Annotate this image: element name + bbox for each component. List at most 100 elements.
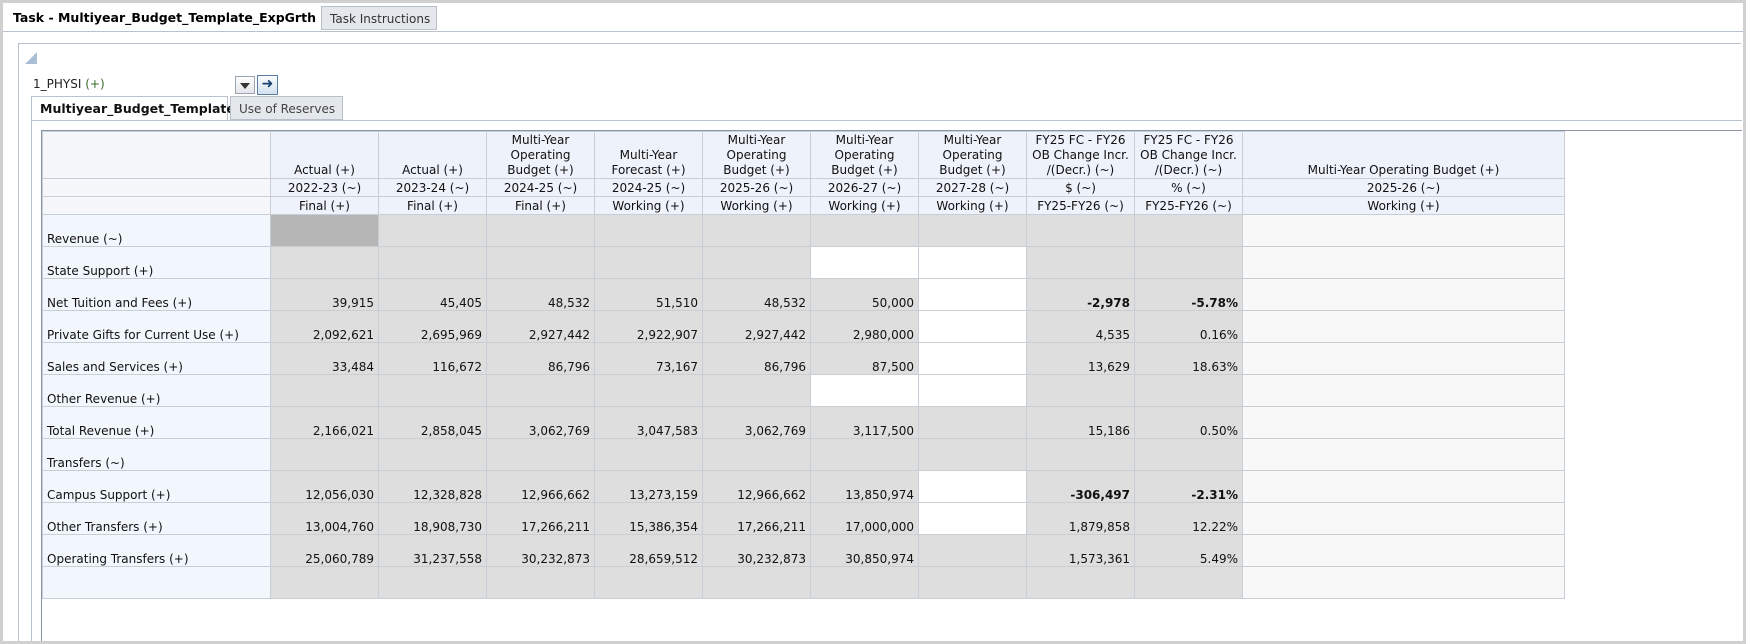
data-cell[interactable] [378, 438, 487, 471]
data-cell[interactable] [1242, 246, 1565, 279]
row-label[interactable]: Other Transfers (+) [42, 502, 271, 535]
data-cell[interactable] [1026, 214, 1135, 247]
column-header[interactable]: FY25 FC - FY26 OB Change Incr. /(Decr.) … [1026, 131, 1135, 179]
data-cell[interactable] [1134, 566, 1243, 599]
column-header[interactable]: FY25-FY26 (~) [1134, 196, 1243, 215]
row-label[interactable]: Transfers (~) [42, 438, 271, 471]
data-cell[interactable]: 48,532 [486, 278, 595, 311]
data-cell[interactable] [810, 214, 919, 247]
data-cell[interactable] [918, 310, 1027, 343]
data-cell[interactable]: 87,500 [810, 342, 919, 375]
column-header[interactable]: Multi-Year Forecast (+) [594, 131, 703, 179]
data-cell[interactable]: 30,232,873 [486, 534, 595, 567]
data-cell[interactable] [486, 438, 595, 471]
data-cell[interactable]: 17,000,000 [810, 502, 919, 535]
data-cell[interactable]: 30,850,974 [810, 534, 919, 567]
row-label[interactable]: Total Revenue (+) [42, 406, 271, 439]
data-cell[interactable] [1026, 374, 1135, 407]
data-cell[interactable]: 18.63% [1134, 342, 1243, 375]
data-cell[interactable] [1134, 246, 1243, 279]
data-cell[interactable]: 25,060,789 [270, 534, 379, 567]
tab-multiyear-budget-template[interactable]: Multiyear_Budget_Template [31, 96, 235, 120]
data-cell[interactable] [486, 246, 595, 279]
data-cell[interactable] [594, 374, 703, 407]
data-cell[interactable] [1242, 502, 1565, 535]
data-cell[interactable]: 12.22% [1134, 502, 1243, 535]
data-cell[interactable] [594, 246, 703, 279]
data-cell[interactable] [918, 566, 1027, 599]
row-label[interactable]: Revenue (~) [42, 214, 271, 247]
data-cell[interactable]: 31,237,558 [378, 534, 487, 567]
data-cell[interactable]: -2.31% [1134, 470, 1243, 503]
data-cell[interactable]: -2,978 [1026, 278, 1135, 311]
data-cell[interactable] [1242, 310, 1565, 343]
row-label[interactable]: Operating Transfers (+) [42, 534, 271, 567]
data-cell[interactable] [1026, 438, 1135, 471]
data-cell[interactable]: 13,273,159 [594, 470, 703, 503]
column-header[interactable]: FY25 FC - FY26 OB Change Incr. /(Decr.) … [1134, 131, 1243, 179]
column-header[interactable]: 2026-27 (~) [810, 178, 919, 197]
data-cell[interactable] [270, 246, 379, 279]
row-label[interactable]: Private Gifts for Current Use (+) [42, 310, 271, 343]
data-cell[interactable]: 28,659,512 [594, 534, 703, 567]
data-cell[interactable] [1242, 342, 1565, 375]
data-cell[interactable] [918, 438, 1027, 471]
pov-go-button[interactable]: ➜ [257, 75, 278, 95]
data-cell[interactable] [918, 214, 1027, 247]
data-cell[interactable]: 2,695,969 [378, 310, 487, 343]
data-cell[interactable]: 2,980,000 [810, 310, 919, 343]
data-cell[interactable]: 5.49% [1134, 534, 1243, 567]
data-cell[interactable]: 73,167 [594, 342, 703, 375]
column-header[interactable]: Multi-Year Operating Budget (+) [486, 131, 595, 179]
column-header[interactable]: Working (+) [1242, 196, 1565, 215]
data-cell[interactable] [918, 470, 1027, 503]
column-header[interactable]: 2025-26 (~) [702, 178, 811, 197]
data-cell[interactable]: 3,047,583 [594, 406, 703, 439]
column-header[interactable]: 2024-25 (~) [594, 178, 703, 197]
data-cell[interactable]: 2,927,442 [702, 310, 811, 343]
data-cell[interactable]: 13,850,974 [810, 470, 919, 503]
column-header[interactable]: $ (~) [1026, 178, 1135, 197]
data-cell[interactable] [918, 278, 1027, 311]
column-header[interactable]: Actual (+) [270, 131, 379, 179]
data-cell[interactable] [1242, 534, 1565, 567]
data-cell[interactable]: 45,405 [378, 278, 487, 311]
row-label[interactable]: State Support (+) [42, 246, 271, 279]
data-cell[interactable] [810, 374, 919, 407]
data-cell[interactable] [1026, 566, 1135, 599]
row-label[interactable]: Campus Support (+) [42, 470, 271, 503]
data-cell[interactable] [378, 246, 487, 279]
data-cell[interactable]: 30,232,873 [702, 534, 811, 567]
data-cell[interactable] [1242, 438, 1565, 471]
data-cell[interactable]: 12,966,662 [702, 470, 811, 503]
data-cell[interactable]: 33,484 [270, 342, 379, 375]
column-header[interactable]: Working (+) [594, 196, 703, 215]
data-cell[interactable]: 3,062,769 [486, 406, 595, 439]
tab-task-instructions[interactable]: Task Instructions [321, 6, 437, 30]
row-label[interactable]: Net Tuition and Fees (+) [42, 278, 271, 311]
data-cell[interactable] [702, 566, 811, 599]
data-cell[interactable]: 13,004,760 [270, 502, 379, 535]
column-header[interactable]: 2022-23 (~) [270, 178, 379, 197]
data-cell[interactable] [1242, 566, 1565, 599]
data-cell[interactable]: 15,386,354 [594, 502, 703, 535]
data-cell[interactable]: 4,535 [1026, 310, 1135, 343]
data-cell[interactable]: 2,858,045 [378, 406, 487, 439]
data-cell[interactable] [378, 374, 487, 407]
data-cell[interactable] [918, 342, 1027, 375]
data-cell[interactable] [918, 534, 1027, 567]
data-cell[interactable]: 2,092,621 [270, 310, 379, 343]
column-header[interactable]: 2023-24 (~) [378, 178, 487, 197]
data-cell[interactable]: 3,117,500 [810, 406, 919, 439]
data-cell[interactable] [1242, 374, 1565, 407]
data-cell[interactable] [486, 374, 595, 407]
data-cell[interactable] [702, 438, 811, 471]
data-cell[interactable] [918, 374, 1027, 407]
data-cell[interactable] [918, 246, 1027, 279]
data-cell[interactable] [270, 214, 379, 247]
data-cell[interactable]: 51,510 [594, 278, 703, 311]
data-cell[interactable] [702, 246, 811, 279]
data-cell[interactable]: 17,266,211 [702, 502, 811, 535]
pov-selector[interactable]: 1_PHYSI (+) [33, 74, 213, 94]
pov-dropdown-button[interactable] [235, 76, 255, 94]
